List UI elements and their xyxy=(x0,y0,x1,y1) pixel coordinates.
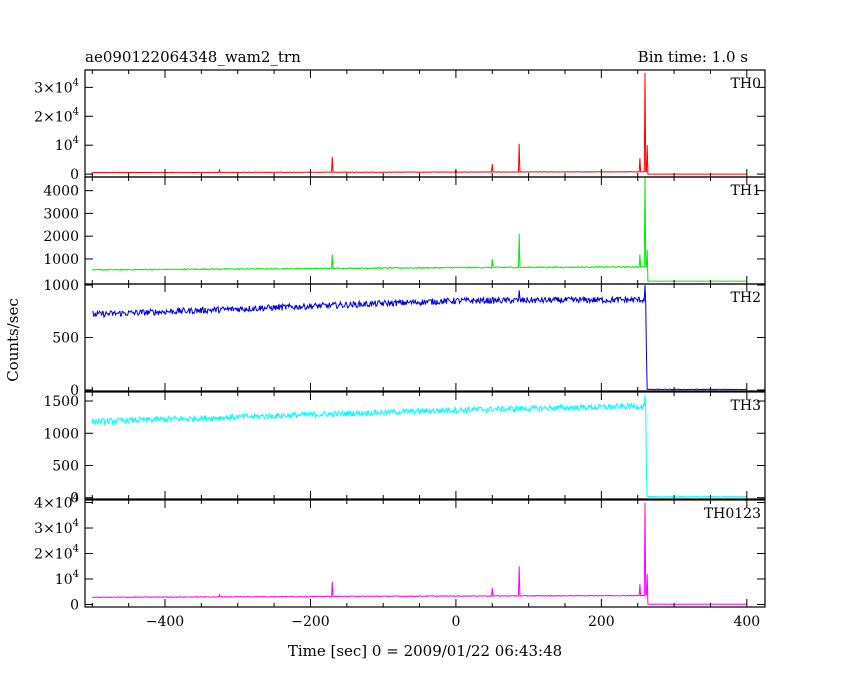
panel-frame xyxy=(84,391,766,500)
panel-th0: 0 104 2×104 3×104 TH0 xyxy=(34,69,766,183)
y-tick-label: 0 xyxy=(70,491,79,507)
panel-th0123: 0 104 2×104 3×104 4×104 TH0123 xyxy=(34,493,766,613)
series-line-th2 xyxy=(92,285,747,391)
panel-th2: 0 500 1000 TH2 xyxy=(43,278,766,399)
y-tick-label: 0 xyxy=(70,383,79,399)
y-tick-label: 0 xyxy=(70,597,79,613)
y-tick-label: 500 xyxy=(52,458,79,474)
panel-th3: 0 500 1000 1500 TH3 xyxy=(43,391,766,507)
y-tick-label: 2×104 xyxy=(34,544,79,563)
bin-time-label: Bin time: 1.0 s xyxy=(638,48,748,66)
panel-frame xyxy=(84,499,766,608)
x-axis-label: Time [sec] 0 = 2009/01/22 06:43:48 xyxy=(288,642,562,660)
y-tick-label: 3×104 xyxy=(34,77,79,96)
x-tick-label: 0 xyxy=(451,614,460,630)
series-line-th3 xyxy=(91,394,747,498)
panel-name-label: TH3 xyxy=(731,398,761,414)
y-tick-label: 4000 xyxy=(43,184,79,200)
y-tick-label: 104 xyxy=(55,569,79,588)
y-tick-label: 4×104 xyxy=(34,493,79,512)
y-tick-label: 1500 xyxy=(43,394,79,410)
y-tick-label: 104 xyxy=(55,135,79,154)
y-tick-label: 1000 xyxy=(43,426,79,442)
y-tick-label: 3×104 xyxy=(34,518,79,537)
y-tick-label: 3000 xyxy=(43,206,79,222)
panel-name-label: TH0123 xyxy=(704,506,761,522)
series-line-th1 xyxy=(91,176,747,282)
x-tick-label: 400 xyxy=(733,614,760,630)
panel-name-label: TH1 xyxy=(731,183,761,199)
panel-th1: 1000 2000 3000 4000 TH1 xyxy=(43,176,766,285)
x-tick-label: −200 xyxy=(291,614,329,630)
series-line-th0123 xyxy=(92,502,747,605)
x-tick-label: 200 xyxy=(588,614,615,630)
y-tick-label: 1000 xyxy=(43,278,79,294)
y-tick-label: 500 xyxy=(52,331,79,347)
y-axis-label: Counts/sec xyxy=(4,298,22,382)
y-tick-label: 1000 xyxy=(43,252,79,268)
x-tick-label: −400 xyxy=(146,614,184,630)
chart-title: ae090122064348_wam2_trn xyxy=(85,48,301,66)
panel-frame xyxy=(84,69,766,178)
panel-name-label: TH2 xyxy=(731,290,761,306)
y-tick-label: 0 xyxy=(70,167,79,183)
panel-name-label: TH0 xyxy=(731,76,761,92)
series-line-th0 xyxy=(92,72,747,175)
y-tick-label: 2×104 xyxy=(34,106,79,125)
y-tick-label: 2000 xyxy=(43,229,79,245)
